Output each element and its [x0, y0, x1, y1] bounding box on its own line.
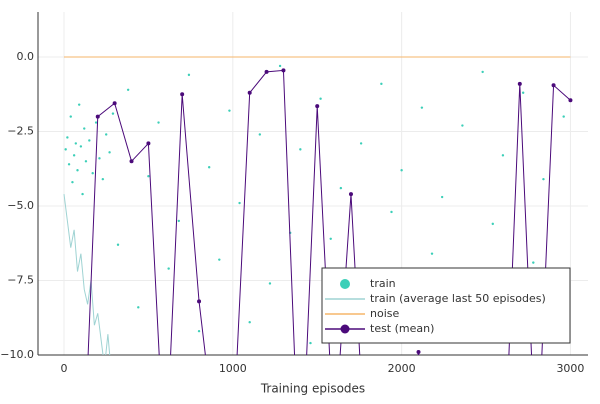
train-point [94, 121, 98, 124]
train-point [430, 252, 434, 255]
train-point [491, 222, 494, 226]
y-tick-label: −7.5 [7, 273, 34, 286]
train-point [76, 169, 79, 172]
train-point [157, 121, 160, 124]
y-tick-label: 0.0 [17, 50, 35, 63]
train-point [67, 163, 71, 166]
train-point [66, 136, 69, 139]
x-axis-label: Training episodes [260, 382, 365, 396]
train-point [91, 172, 94, 175]
train-point [83, 127, 86, 130]
train-point [420, 106, 424, 109]
train-point [79, 145, 83, 148]
train-point [81, 192, 84, 196]
y-tick-label: −10.0 [0, 348, 34, 361]
y-tick-label: −5.0 [7, 199, 34, 212]
test-point [247, 90, 252, 95]
series-line [87, 69, 571, 355]
train-point [108, 151, 111, 154]
legend-marker [340, 324, 350, 334]
train-point [309, 341, 312, 345]
train-point [238, 201, 241, 205]
legend-label: test (mean) [370, 322, 434, 335]
train-point [440, 195, 444, 199]
test-point [416, 350, 421, 355]
train-point [147, 174, 150, 178]
test-point [95, 114, 100, 119]
test-point [281, 68, 286, 73]
train-point [319, 97, 322, 100]
test-point [315, 104, 320, 109]
train-point [126, 88, 130, 91]
plot-area [63, 56, 573, 355]
train-point [72, 154, 76, 157]
test-point [180, 92, 185, 97]
train-point [501, 154, 505, 157]
train-point [177, 219, 180, 223]
train-point [339, 186, 343, 190]
legend-marker [340, 279, 350, 289]
train-point [268, 282, 272, 285]
test-point [146, 141, 151, 146]
legend-label: train (average last 50 episodes) [370, 292, 546, 305]
train-point [105, 133, 108, 136]
test-point [568, 98, 573, 103]
legend-label: noise [370, 307, 399, 320]
train-point [258, 133, 262, 136]
train-point [521, 91, 525, 94]
train-point [71, 180, 74, 184]
train-point [197, 329, 201, 333]
train-point [207, 166, 211, 169]
train-point [278, 64, 282, 68]
train-point [77, 103, 81, 106]
x-tick-label: 3000 [556, 362, 584, 375]
train-point [228, 109, 231, 112]
train-point [218, 258, 221, 261]
train-point [64, 148, 67, 151]
test-point [264, 69, 269, 74]
train-point [101, 177, 105, 181]
train-point [248, 321, 251, 324]
test-point [197, 299, 202, 304]
train-point [116, 243, 120, 246]
train-point [98, 157, 101, 160]
test-point [517, 81, 522, 86]
train-point [167, 267, 170, 270]
train-point [88, 139, 91, 142]
train-point [359, 142, 363, 145]
train-point [461, 124, 464, 127]
test-point [112, 101, 117, 106]
train-point [329, 237, 332, 240]
test-point [551, 83, 556, 88]
train-point [69, 115, 72, 118]
x-tick-label: 1000 [219, 362, 247, 375]
train-point [542, 177, 545, 181]
x-tick-label: 0 [60, 362, 67, 375]
train-point [532, 261, 535, 264]
train-point [562, 115, 565, 118]
train-point [400, 169, 403, 172]
legend-label: train [370, 277, 396, 290]
train-point [187, 73, 191, 77]
train-point [390, 210, 393, 214]
test-point [348, 192, 353, 197]
train-point [111, 112, 115, 115]
train-point [137, 306, 140, 309]
train-point [380, 82, 383, 86]
x-tick-label: 2000 [388, 362, 416, 375]
train-point [84, 160, 88, 163]
train-point [299, 148, 302, 151]
legend-box [321, 267, 571, 344]
train-point [74, 142, 78, 145]
test-point [129, 159, 134, 164]
y-tick-label: −2.5 [7, 124, 34, 137]
series-line [63, 194, 111, 355]
train-point [481, 70, 484, 74]
